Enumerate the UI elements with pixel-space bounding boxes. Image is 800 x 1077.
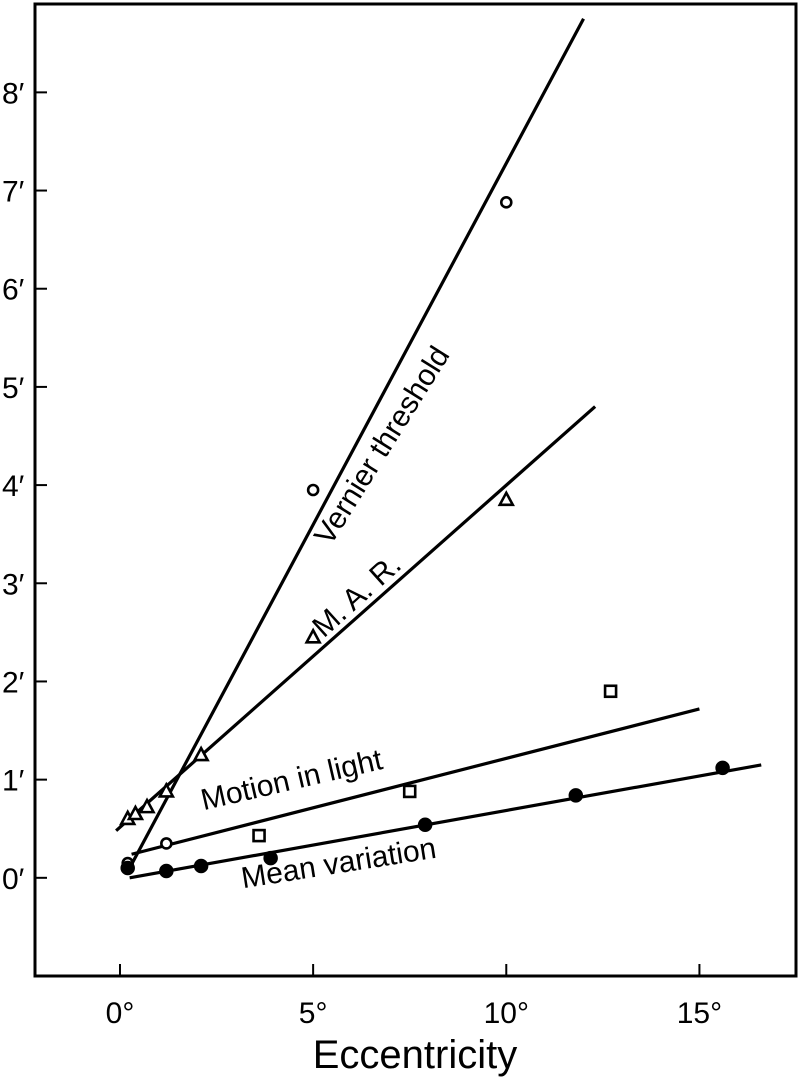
filled-circle-marker xyxy=(159,863,174,879)
fit-line xyxy=(128,17,585,869)
y-tick-label: 5′ xyxy=(2,372,25,405)
axis-ticks: 0° 5° 10° 15° 0′ 1′ 2′ 3′ 4′ 5′ 6′ 7′ 8′ xyxy=(2,77,722,1030)
triangle-marker xyxy=(304,627,322,644)
filled-circle-marker xyxy=(263,850,278,866)
square-marker xyxy=(402,784,417,799)
x-tick-label: 10° xyxy=(484,997,529,1030)
y-tick-label: 1′ xyxy=(2,765,25,798)
circle-marker xyxy=(499,196,513,209)
triangle-marker xyxy=(497,490,515,507)
filled-circle-marker xyxy=(715,760,730,776)
circle-marker xyxy=(306,483,320,497)
triangle-marker xyxy=(157,781,176,798)
filled-circle-marker xyxy=(120,860,135,876)
fit-line xyxy=(131,707,700,856)
x-tick-label: 0° xyxy=(106,997,135,1030)
x-tick-label: 5° xyxy=(299,997,328,1030)
triangle-marker xyxy=(138,797,156,814)
y-tick-label: 7′ xyxy=(2,176,25,209)
y-tick-label: 0′ xyxy=(2,863,25,896)
filled-circle-marker xyxy=(417,817,433,833)
x-tick-label: 15° xyxy=(677,997,722,1030)
y-tick-label: 6′ xyxy=(2,274,25,307)
x-axis-title: Eccentricity xyxy=(313,1033,518,1077)
y-tick-label: 8′ xyxy=(2,77,25,110)
series-label: Vernier threshold xyxy=(308,341,456,551)
fit-lines xyxy=(115,17,762,880)
data-markers xyxy=(119,196,730,879)
series-label: Motion in light xyxy=(198,743,386,817)
square-marker xyxy=(252,828,266,843)
filled-circle-marker xyxy=(193,858,209,874)
circle-marker xyxy=(160,837,173,850)
triangle-marker xyxy=(192,745,210,762)
y-tick-label: 3′ xyxy=(2,568,25,601)
y-tick-label: 4′ xyxy=(2,470,25,503)
filled-circle-marker xyxy=(568,788,584,803)
series-label: M. A. R. xyxy=(306,548,407,644)
y-tick-label: 2′ xyxy=(2,666,25,699)
plot-frame xyxy=(33,2,798,978)
fit-line xyxy=(129,763,762,880)
square-marker xyxy=(603,684,618,699)
